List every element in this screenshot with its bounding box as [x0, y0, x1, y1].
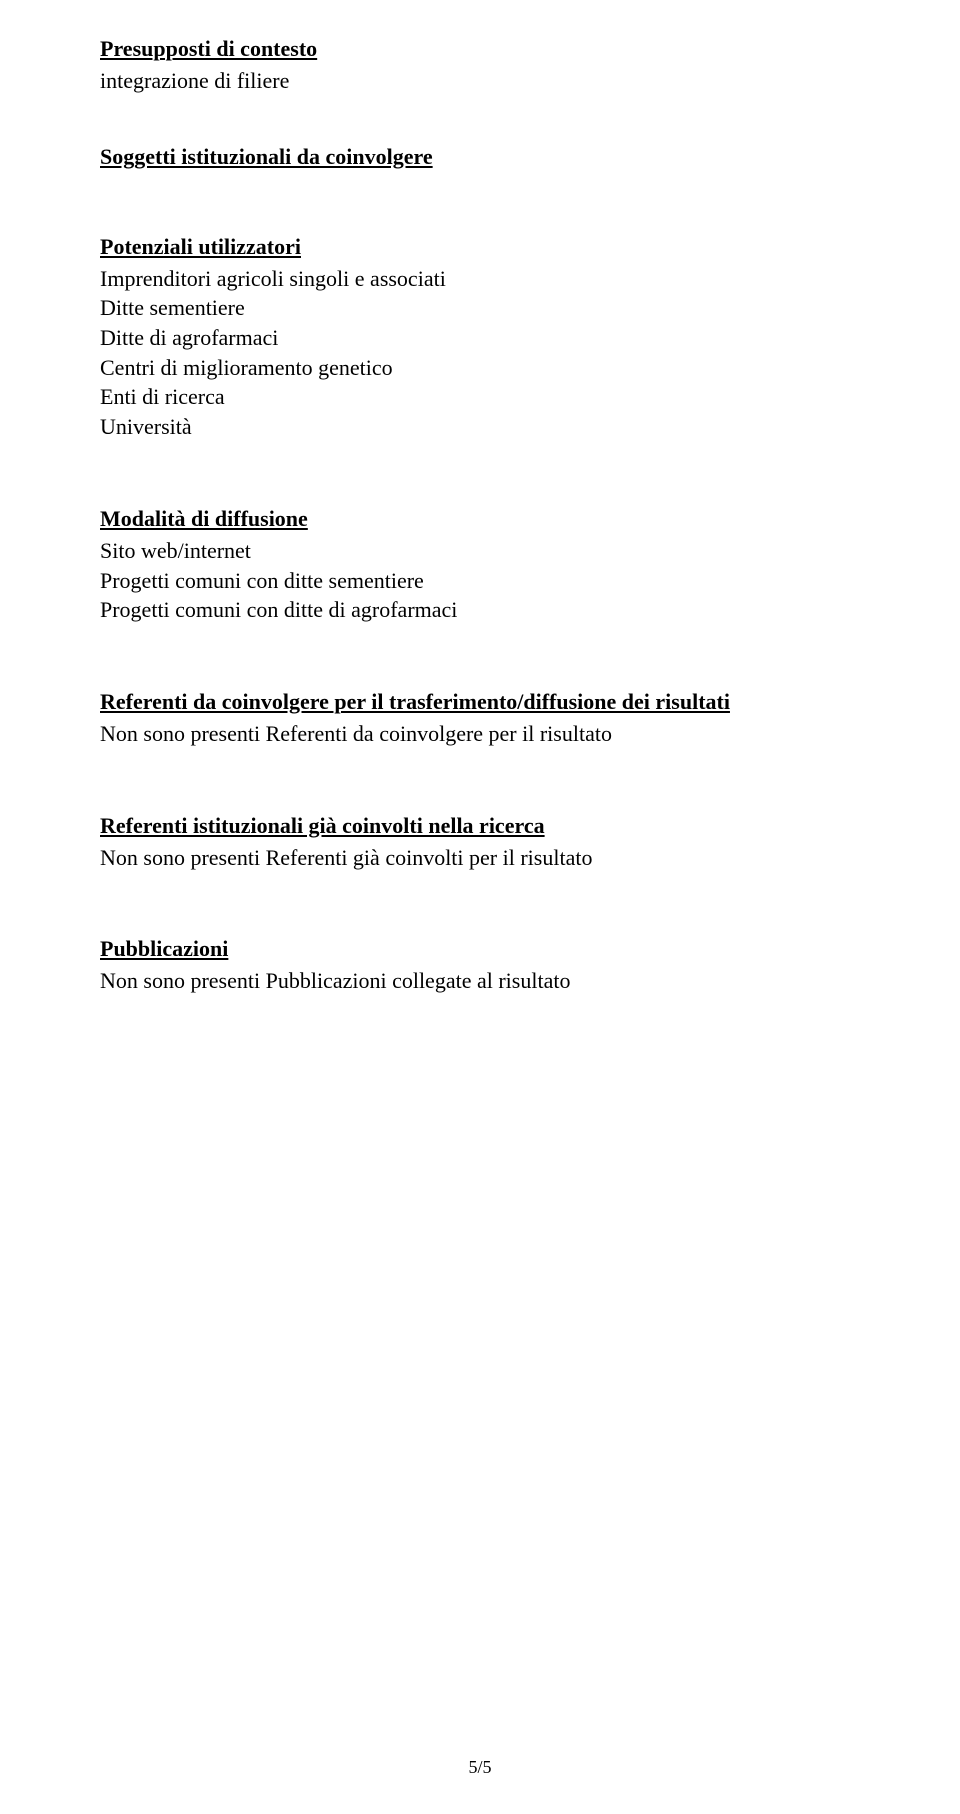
line-utilizzatori-4: Enti di ricerca	[100, 382, 860, 412]
heading-pubblicazioni: Pubblicazioni	[100, 936, 860, 962]
line-utilizzatori-5: Università	[100, 412, 860, 442]
line-presupposti-0: integrazione di filiere	[100, 66, 860, 96]
heading-referenti-trasferimento: Referenti da coinvolgere per il trasferi…	[100, 689, 860, 715]
section-presupposti: Presupposti di contesto integrazione di …	[100, 36, 860, 96]
line-utilizzatori-0: Imprenditori agricoli singoli e associat…	[100, 264, 860, 294]
heading-soggetti: Soggetti istituzionali da coinvolgere	[100, 144, 860, 170]
line-diffusione-0: Sito web/internet	[100, 536, 860, 566]
section-soggetti: Soggetti istituzionali da coinvolgere	[100, 144, 860, 170]
line-utilizzatori-3: Centri di miglioramento genetico	[100, 353, 860, 383]
line-referenti-istituzionali-0: Non sono presenti Referenti già coinvolt…	[100, 843, 860, 873]
line-utilizzatori-2: Ditte di agrofarmaci	[100, 323, 860, 353]
line-pubblicazioni-0: Non sono presenti Pubblicazioni collegat…	[100, 966, 860, 996]
heading-utilizzatori: Potenziali utilizzatori	[100, 234, 860, 260]
page-number: 5/5	[0, 1757, 960, 1778]
section-utilizzatori: Potenziali utilizzatori Imprenditori agr…	[100, 234, 860, 442]
line-referenti-trasferimento-0: Non sono presenti Referenti da coinvolge…	[100, 719, 860, 749]
section-pubblicazioni: Pubblicazioni Non sono presenti Pubblica…	[100, 936, 860, 996]
heading-presupposti: Presupposti di contesto	[100, 36, 860, 62]
section-referenti-trasferimento: Referenti da coinvolgere per il trasferi…	[100, 689, 860, 749]
line-utilizzatori-1: Ditte sementiere	[100, 293, 860, 323]
heading-diffusione: Modalità di diffusione	[100, 506, 860, 532]
heading-referenti-istituzionali: Referenti istituzionali già coinvolti ne…	[100, 813, 860, 839]
section-referenti-istituzionali: Referenti istituzionali già coinvolti ne…	[100, 813, 860, 873]
line-diffusione-2: Progetti comuni con ditte di agrofarmaci	[100, 595, 860, 625]
line-diffusione-1: Progetti comuni con ditte sementiere	[100, 566, 860, 596]
section-diffusione: Modalità di diffusione Sito web/internet…	[100, 506, 860, 625]
